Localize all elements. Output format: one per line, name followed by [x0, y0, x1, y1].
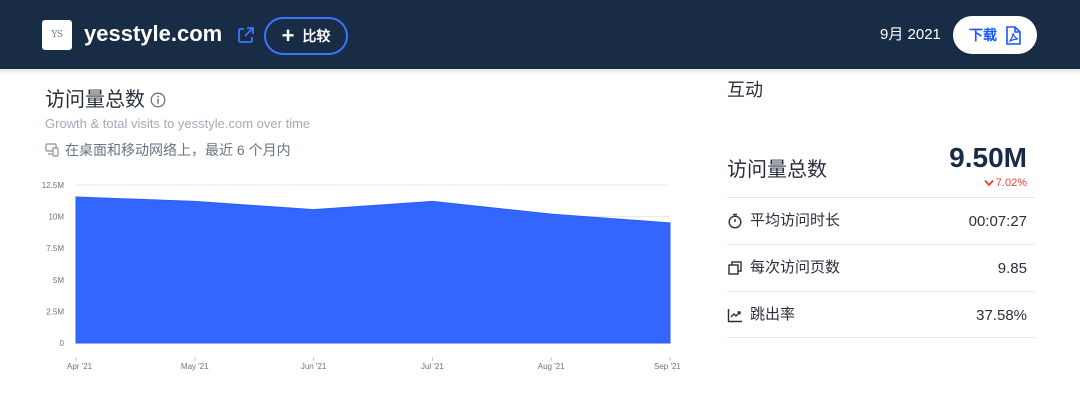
y-tick-label: 5M — [53, 276, 64, 285]
pages-icon — [728, 261, 742, 275]
visits-area-series — [75, 196, 671, 344]
metric-label: 跳出率 — [750, 306, 796, 323]
info-icon[interactable] — [150, 92, 166, 108]
chevron-down-icon — [984, 179, 994, 187]
total-visits-change: 7.02% — [984, 176, 1027, 190]
plus-icon: + — [281, 23, 295, 48]
visits-title: 访问量总数 — [45, 89, 145, 111]
visits-area-chart: 0 2.5M 5M 7.5M 10M 12.5M Apr '21 May '21 Jun '2… — [42, 181, 680, 371]
x-tick-label: May '21 — [181, 362, 209, 371]
site-name: yesstyle.com — [84, 21, 223, 46]
x-tick-label: Apr '21 — [67, 362, 93, 371]
y-tick-label: 0 — [60, 339, 65, 348]
metric-label: 平均访问时长 — [750, 212, 841, 229]
metric-row-pages-per-visit: 每次访问页数 9.85 — [727, 244, 1035, 291]
external-link-icon[interactable] — [237, 26, 255, 44]
x-tick-label: Sep '21 — [654, 362, 680, 371]
y-tick-label: 12.5M — [42, 181, 65, 190]
metric-value: 00:07:27 — [968, 213, 1027, 230]
x-tick-label: Jun '21 — [301, 362, 327, 371]
download-button-label: 下载 — [969, 27, 997, 43]
metric-label: 每次访问页数 — [750, 259, 841, 276]
metric-value: 9.85 — [997, 260, 1027, 277]
engagement-title: 互动 — [727, 80, 763, 100]
total-visits-change-value: 7.02% — [995, 177, 1027, 189]
metric-row-avg-duration: 平均访问时长 00:07:27 — [727, 197, 1035, 244]
pdf-icon — [1006, 25, 1021, 45]
site-logo: YS — [42, 20, 72, 50]
timer-icon — [728, 213, 742, 229]
metric-row-bounce-rate: 跳出率 37.58% — [727, 291, 1035, 338]
top-header: YS yesstyle.com + 比较 9月 2021 下载 — [0, 0, 1080, 69]
y-tick-label: 2.5M — [46, 307, 64, 316]
x-tick-label: Jul '21 — [421, 362, 444, 371]
metric-value: 37.58% — [976, 307, 1027, 324]
y-tick-label: 7.5M — [46, 244, 64, 253]
site-logo-text: YS — [51, 30, 63, 40]
total-visits-label: 访问量总数 — [727, 159, 827, 181]
visits-scope: 在桌面和移动网络上，最近 6 个月内 — [65, 142, 291, 158]
header-shadow — [0, 69, 1080, 75]
x-tick-label: Aug '21 — [538, 362, 565, 371]
total-visits-value: 9.50M — [949, 142, 1027, 173]
compare-button-label: 比较 — [302, 28, 331, 44]
download-button[interactable]: 下载 — [953, 16, 1037, 54]
y-tick-label: 10M — [48, 213, 64, 222]
devices-icon — [45, 143, 59, 157]
compare-button[interactable]: + 比较 — [264, 17, 348, 55]
visits-subtitle: Growth & total visits to yesstyle.com ov… — [45, 116, 311, 131]
bounce-icon — [727, 309, 742, 323]
date-selector[interactable]: 9月 2021 — [880, 26, 941, 43]
